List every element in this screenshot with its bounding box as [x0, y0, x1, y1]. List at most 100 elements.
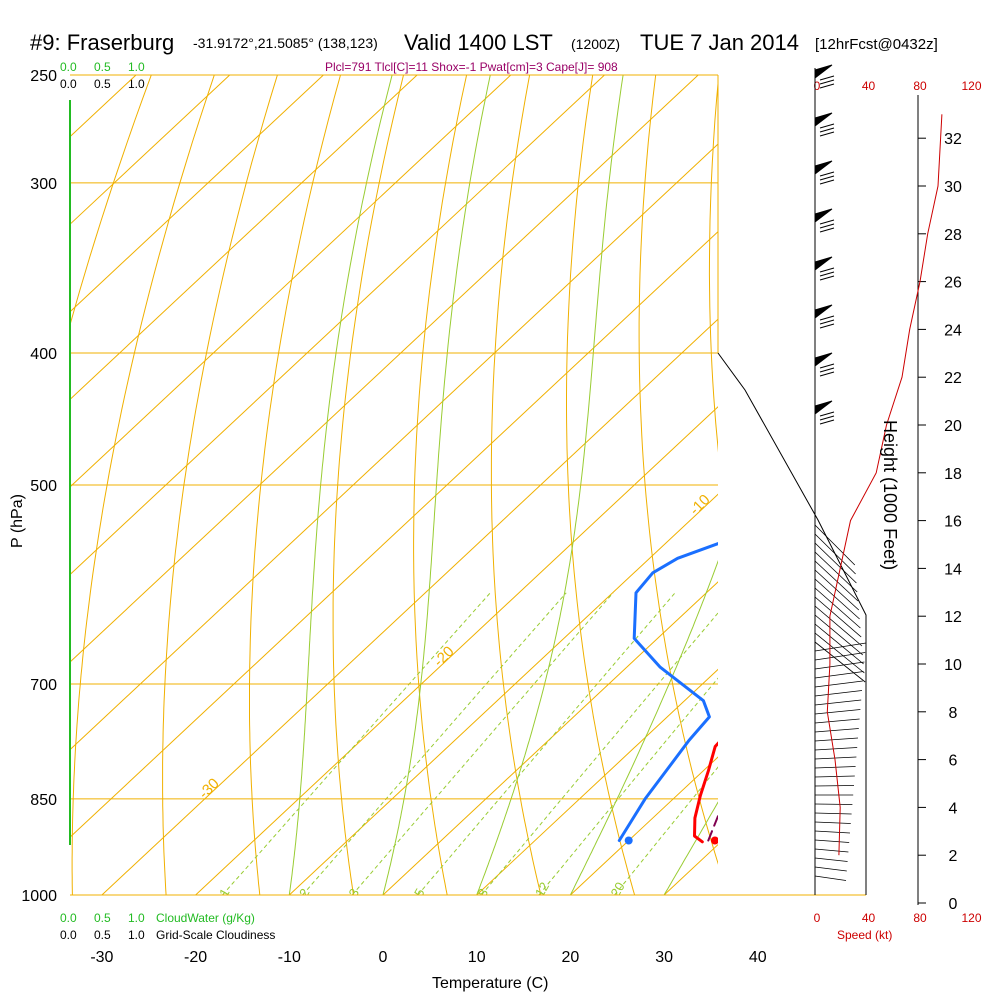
temperature-tick-label: 0	[379, 949, 388, 966]
wind-barb-low	[814, 587, 861, 629]
forecast-info: [12hrFcst@0432z]	[815, 36, 938, 53]
wind-barb-low	[814, 775, 855, 778]
height-axis-title: Height (1000 Feet)	[880, 420, 900, 570]
height-tick-label: 28	[944, 227, 962, 244]
height-tick-label: 0	[949, 896, 958, 913]
isotherm-line	[70, 75, 324, 313]
isotherm-line	[288, 493, 718, 895]
cloudiness-tick-top-2: 1.0	[128, 77, 145, 91]
isotherm-label: -10	[686, 491, 713, 518]
wind-barb-feather	[819, 79, 835, 85]
height-tick-label: 32	[944, 131, 962, 148]
isotherm-label: -30	[195, 775, 222, 802]
speed-axis-title: Speed (kt)	[837, 928, 892, 942]
temperature-tick-label: 30	[655, 949, 673, 966]
moist-adiabat-line	[852, 75, 1000, 895]
cloudwater-tick-bottom-0: 0.0	[60, 911, 77, 925]
surface-dewpoint-marker	[624, 836, 633, 845]
temperature-tick-label: 10	[468, 949, 486, 966]
wind-barb-low	[814, 652, 866, 661]
wind-barb-feather	[819, 271, 835, 277]
wind-barb-feather	[819, 315, 835, 321]
cloudiness-tick-bottom-0: 0.0	[60, 928, 77, 942]
valid-time: Valid 1400 LST	[404, 30, 553, 55]
wind-barb-low	[814, 747, 858, 751]
utc-time: (1200Z)	[571, 36, 620, 52]
wind-barb-feather	[819, 83, 835, 89]
indices-line: Plcl=791 Tlcl[C]=11 Shox=-1 Pwat[cm]=3 C…	[325, 60, 618, 74]
mixing-ratio-label: 1	[216, 886, 233, 900]
mixing-ratio-line	[351, 592, 614, 895]
temperature-tick-label: -30	[90, 949, 113, 966]
mixing-ratio-line	[481, 612, 718, 895]
wind-barb	[814, 112, 833, 138]
wind-barb-low	[814, 728, 859, 733]
isotherm-line	[476, 668, 718, 895]
moist-adiabat-line	[382, 75, 491, 895]
y-axis-title: P (hPa)	[9, 494, 26, 548]
dry-adiabat-line	[566, 75, 636, 895]
wind-barb-low	[814, 641, 866, 683]
wind-barb-feather	[819, 75, 835, 81]
wind-barb	[814, 64, 833, 90]
wind-barb-low	[814, 821, 851, 824]
temperature-tick-label: -20	[184, 949, 207, 966]
wind-panel-boundary	[717, 352, 867, 895]
dry-adiabat-line	[708, 78, 718, 453]
x-axis-title: Temperature (C)	[432, 975, 548, 992]
cloudwater-label: CloudWater (g/Kg)	[156, 911, 255, 925]
height-tick-label: 20	[944, 418, 962, 435]
speed-tick-label-top: 80	[913, 79, 927, 93]
dry-adiabat-line	[413, 75, 468, 895]
wind-barb	[814, 208, 833, 234]
wind-barb-low	[814, 812, 852, 815]
wind-barb-feather	[819, 175, 835, 181]
isotherm-line	[70, 75, 231, 225]
speed-tick-label-bottom: 40	[862, 911, 876, 925]
height-tick-label: 10	[944, 657, 962, 674]
speed-tick-label-top: 40	[862, 79, 876, 93]
moist-adiabat-line	[758, 75, 1000, 895]
mixing-ratio-label: 5	[411, 886, 428, 900]
cloudwater-tick-bottom-1: 0.5	[94, 911, 111, 925]
cloudiness-tick-top-1: 0.5	[94, 77, 111, 91]
wind-barb-low	[814, 766, 856, 769]
temperature-tick-label: 40	[749, 949, 767, 966]
cloudiness-label: Grid-Scale Cloudiness	[156, 928, 275, 942]
dewpoint-profile	[617, 542, 718, 842]
wind-barb-low	[814, 569, 860, 611]
isotherm-line	[945, 75, 1000, 895]
wind-barb-feather	[819, 371, 835, 377]
pressure-tick-label: 850	[30, 792, 57, 809]
cloudwater-tick-bottom-2: 1.0	[128, 911, 145, 925]
wind-barb-low	[814, 830, 851, 834]
wind-barb-feather	[819, 363, 835, 369]
wind-barb-low	[814, 533, 856, 575]
isotherm-line	[758, 75, 1000, 895]
wind-barb-low	[814, 699, 862, 706]
wind-barb-low	[814, 623, 864, 665]
dry-adiabat-line	[332, 75, 404, 895]
dry-adiabat-line	[908, 75, 1000, 895]
height-tick-label: 26	[944, 275, 962, 292]
surface-temperature-marker	[710, 836, 718, 845]
wind-barb-low	[814, 542, 857, 584]
dry-adiabat-line	[971, 75, 1000, 895]
pressure-tick-label: 300	[30, 176, 57, 193]
height-tick-label: 14	[944, 561, 962, 578]
wind-barb	[814, 256, 833, 282]
speed-tick-label-bottom: 0	[814, 911, 821, 925]
dry-adiabat-line	[490, 75, 542, 895]
pressure-tick-label: 700	[30, 677, 57, 694]
wind-barb-low	[814, 680, 863, 688]
wind-barb-low	[814, 642, 867, 652]
isotherm-line	[70, 75, 418, 401]
mixing-ratio-line	[417, 592, 676, 895]
wind-barb	[814, 352, 833, 378]
wind-barb-low	[814, 605, 863, 647]
isotherm-label: 0	[951, 341, 969, 359]
speed-tick-label-top: 0	[814, 79, 821, 93]
wind-barb-feather	[819, 219, 835, 225]
pressure-tick-label: 250	[30, 68, 57, 85]
wind-barb	[814, 160, 833, 186]
